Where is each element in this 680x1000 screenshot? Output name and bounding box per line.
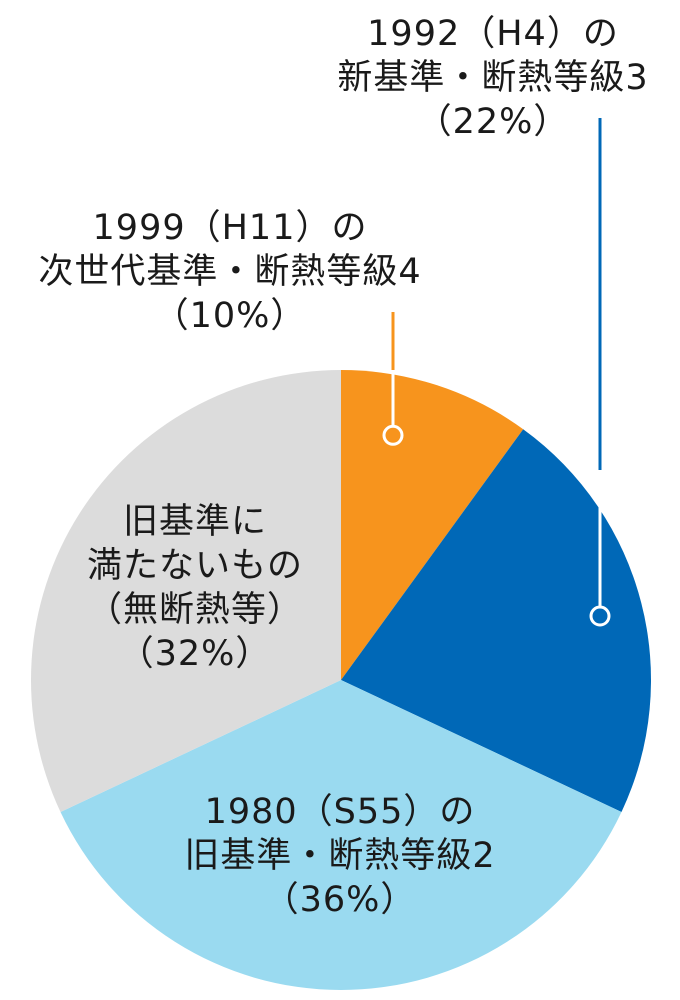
label-below-old-standard-line1: 旧基準に [122,502,267,542]
leader-marker-h4 [589,605,611,627]
label-1980-s55-line2: 旧基準・断熱等級2 [184,836,496,876]
label-1999-h11-line2: 次世代基準・断熱等級4 [38,252,422,292]
label-1999-h11-pct: （10%） [153,296,307,336]
label-1992-h4-pct: （22%） [416,102,570,142]
label-1999-h11-line1: 1999（H11）の [92,208,368,248]
label-1992-h4-line1: 1992（H4）の [367,14,619,54]
label-below-old-standard: 旧基準に 満たないもの （無断熱等） （32%） [45,500,345,676]
label-1980-s55-pct: （36%） [263,880,417,920]
label-1992-h4-line2: 新基準・断熱等級3 [337,58,649,98]
pie-slice-h4 [341,429,652,812]
label-below-old-standard-pct: （32%） [118,634,272,674]
label-1999-h11: 1999（H11）の 次世代基準・断熱等級4 （10%） [0,206,460,338]
label-1980-s55-line1: 1980（S55）の [204,792,476,832]
leader-marker-h11 [382,424,404,446]
pie-slice-s55 [60,680,622,991]
label-1992-h4: 1992（H4）の 新基準・断熱等級3 （22%） [318,12,668,144]
pie-slice-h11 [341,370,524,680]
label-below-old-standard-line2: 満たないもの [86,546,303,586]
label-1980-s55: 1980（S55）の 旧基準・断熱等級2 （36%） [160,790,520,922]
label-below-old-standard-line3: （無断熱等） [86,590,303,630]
pie-slice-old [30,370,342,812]
